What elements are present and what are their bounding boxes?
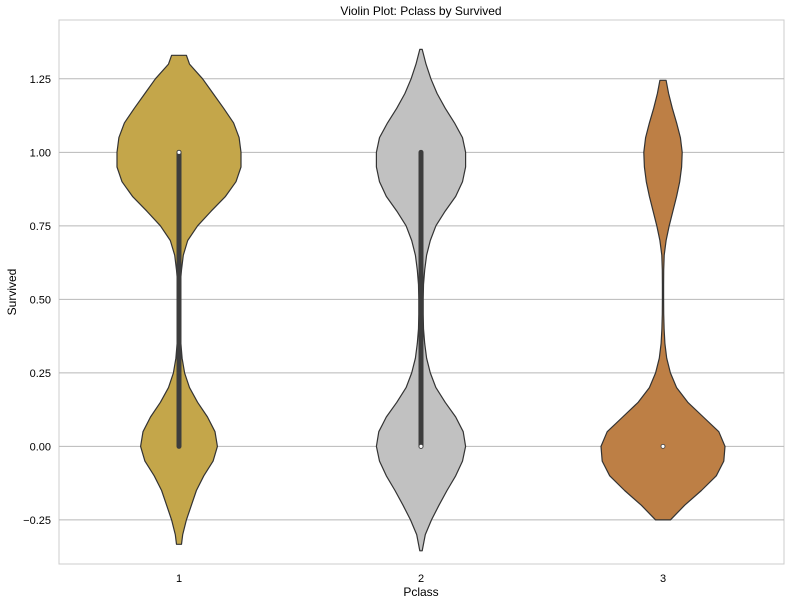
y-tick-label: −0.25: [23, 515, 51, 527]
violin-median-2: [418, 443, 424, 449]
y-tick-label: 0.75: [30, 221, 51, 233]
x-tick-labels: 1 2 3: [176, 573, 666, 585]
violin-median-3: [660, 443, 666, 449]
y-tick-label: 1.25: [30, 74, 51, 86]
y-tick-label: 0.50: [30, 294, 51, 306]
chart-title: Violin Plot: Pclass by Survived: [340, 4, 501, 18]
violins: [116, 48, 726, 552]
y-tick-label: 1.00: [30, 147, 51, 159]
y-axis-label: Survived: [5, 269, 19, 316]
y-tick-label: 0.00: [30, 441, 51, 453]
x-axis-label: Pclass: [403, 585, 438, 599]
x-tick-label: 3: [660, 573, 666, 585]
y-tick-label: 0.25: [30, 368, 51, 380]
violin-median-1: [176, 149, 182, 155]
y-tick-labels: −0.25 0.00 0.25 0.50 0.75 1.00 1.25: [23, 74, 51, 527]
x-tick-label: 1: [176, 573, 182, 585]
x-tick-label: 2: [418, 573, 424, 585]
violin-3: [600, 79, 726, 521]
